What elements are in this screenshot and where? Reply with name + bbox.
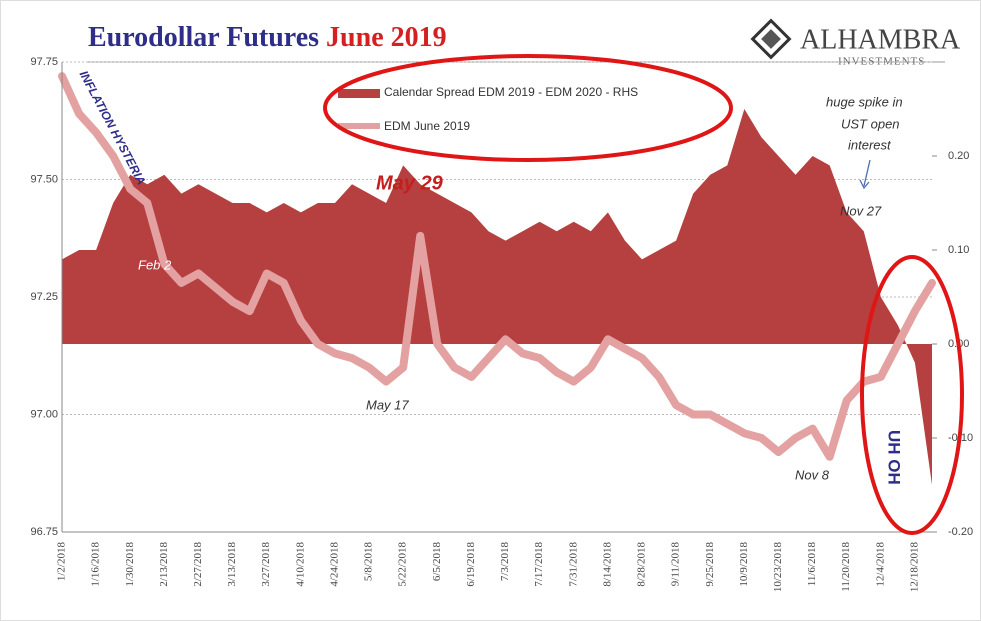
x-tick-label: 3/27/2018 xyxy=(260,542,272,587)
x-tick-label: 2/13/2018 xyxy=(158,542,170,587)
annotation: UST open xyxy=(841,116,900,131)
annotation: Nov 27 xyxy=(840,203,882,218)
annotation: interest xyxy=(848,137,892,152)
x-tick-label: 3/13/2018 xyxy=(226,542,238,587)
y-tick-label: 97.25 xyxy=(30,291,58,303)
x-tick-label: 6/5/2018 xyxy=(431,542,443,582)
brand: ALHAMBRA xyxy=(800,24,961,55)
chart-title: Eurodollar Futures June 2019 xyxy=(88,22,447,53)
x-tick-label: 12/4/2018 xyxy=(874,542,886,587)
x-tick-label: 6/19/2018 xyxy=(465,542,477,587)
title-main: Eurodollar Futures xyxy=(88,22,319,53)
x-tick-label: 5/22/2018 xyxy=(397,542,409,587)
legend-swatch xyxy=(338,89,380,98)
brand-sub: INVESTMENTS xyxy=(838,56,925,68)
x-tick-label: 1/30/2018 xyxy=(124,542,136,587)
x-tick-label: 1/16/2018 xyxy=(90,542,102,587)
x-tick-label: 10/23/2018 xyxy=(772,542,784,593)
y2-tick-label: -0.20 xyxy=(948,526,973,538)
title-highlight: June 2019 xyxy=(326,22,447,53)
y-tick-label: 97.50 xyxy=(30,173,58,185)
x-tick-label: 4/10/2018 xyxy=(294,542,306,587)
x-tick-label: 9/25/2018 xyxy=(704,542,716,587)
x-tick-label: 7/17/2018 xyxy=(533,542,545,587)
x-tick-label: 8/14/2018 xyxy=(601,542,613,587)
x-tick-label: 11/6/2018 xyxy=(806,542,818,587)
annotation: Feb 2 xyxy=(138,257,172,272)
annotation: May 29 xyxy=(376,172,444,194)
x-tick-label: 7/31/2018 xyxy=(567,542,579,587)
x-tick-label: 5/8/2018 xyxy=(363,542,375,582)
y-tick-label: 97.75 xyxy=(30,56,58,68)
highlight-ellipse xyxy=(323,54,733,162)
y2-tick-label: 0.10 xyxy=(948,244,969,256)
x-tick-label: 10/9/2018 xyxy=(738,542,750,587)
annotation: UH OH xyxy=(885,430,904,485)
x-tick-label: 2/27/2018 xyxy=(192,542,204,587)
x-tick-label: 7/3/2018 xyxy=(499,542,511,582)
legend-label: Calendar Spread EDM 2019 - EDM 2020 - RH… xyxy=(384,85,638,99)
legend-swatch xyxy=(338,123,380,129)
plot: 96.7597.0097.2597.5097.75-0.20-0.100.000… xyxy=(30,56,973,592)
x-tick-label: 12/18/2018 xyxy=(908,542,920,593)
logo: ALHAMBRA INVESTMENTS xyxy=(750,18,961,68)
annotation: May 17 xyxy=(366,397,409,412)
x-tick-label: 8/28/2018 xyxy=(636,542,648,587)
annotation: huge spike in xyxy=(826,94,903,109)
y2-tick-label: 0.20 xyxy=(948,150,969,162)
x-tick-label: 1/2/2018 xyxy=(56,542,68,582)
y-tick-label: 97.00 xyxy=(30,408,58,420)
edm-line xyxy=(58,72,936,461)
x-tick-label: 11/20/2018 xyxy=(840,542,852,592)
legend-label: EDM June 2019 xyxy=(384,119,470,133)
y-tick-label: 96.75 xyxy=(30,526,58,538)
annotation: Nov 8 xyxy=(795,467,830,482)
spread-area xyxy=(62,109,932,485)
annotation-arrow xyxy=(859,159,871,190)
logo-diamond xyxy=(750,18,792,60)
highlight-ellipse xyxy=(860,255,964,535)
x-tick-label: 4/24/2018 xyxy=(328,542,340,587)
x-tick-label: 9/11/2018 xyxy=(670,542,682,587)
